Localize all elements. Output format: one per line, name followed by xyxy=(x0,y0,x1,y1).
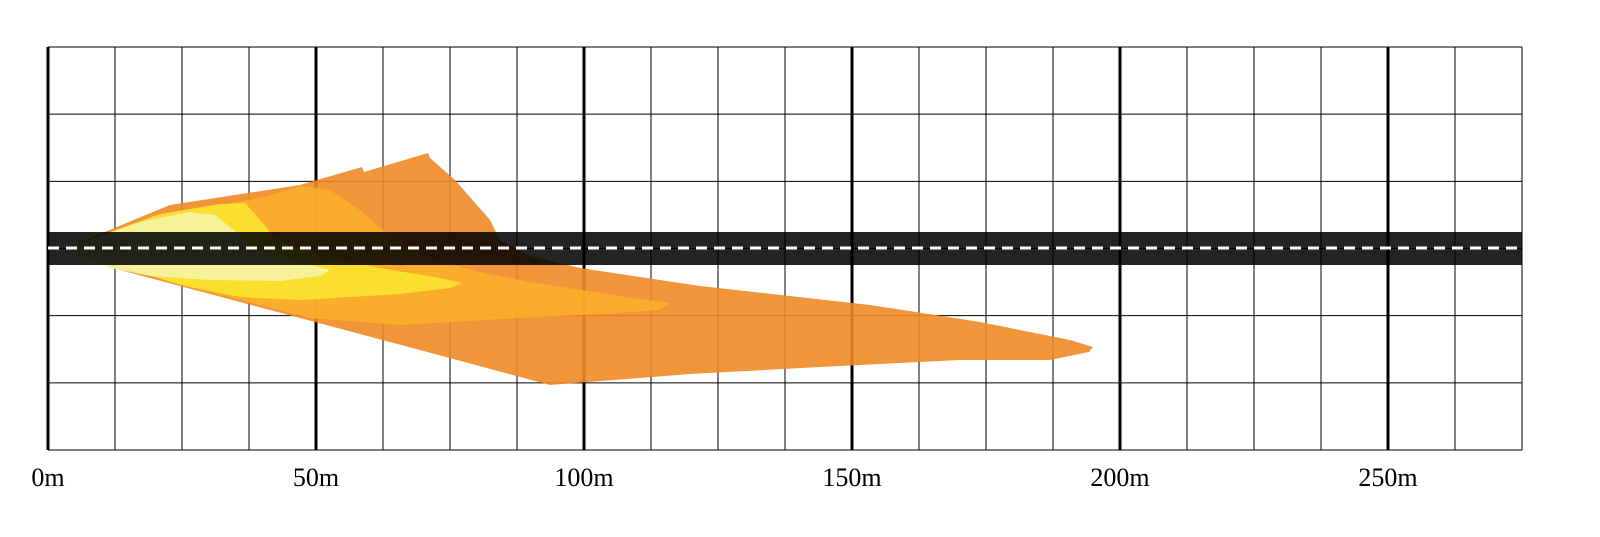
x-axis-tick-labels: 0m 50m 100m 150m 200m 250m xyxy=(31,463,1417,492)
x-tick-label: 100m xyxy=(554,463,613,492)
illumination-zones xyxy=(66,153,1093,385)
x-tick-label: 0m xyxy=(31,463,64,492)
x-tick-label: 150m xyxy=(822,463,881,492)
x-tick-label: 200m xyxy=(1090,463,1149,492)
x-tick-label: 50m xyxy=(293,463,339,492)
road xyxy=(48,232,1522,265)
x-tick-label: 250m xyxy=(1358,463,1417,492)
